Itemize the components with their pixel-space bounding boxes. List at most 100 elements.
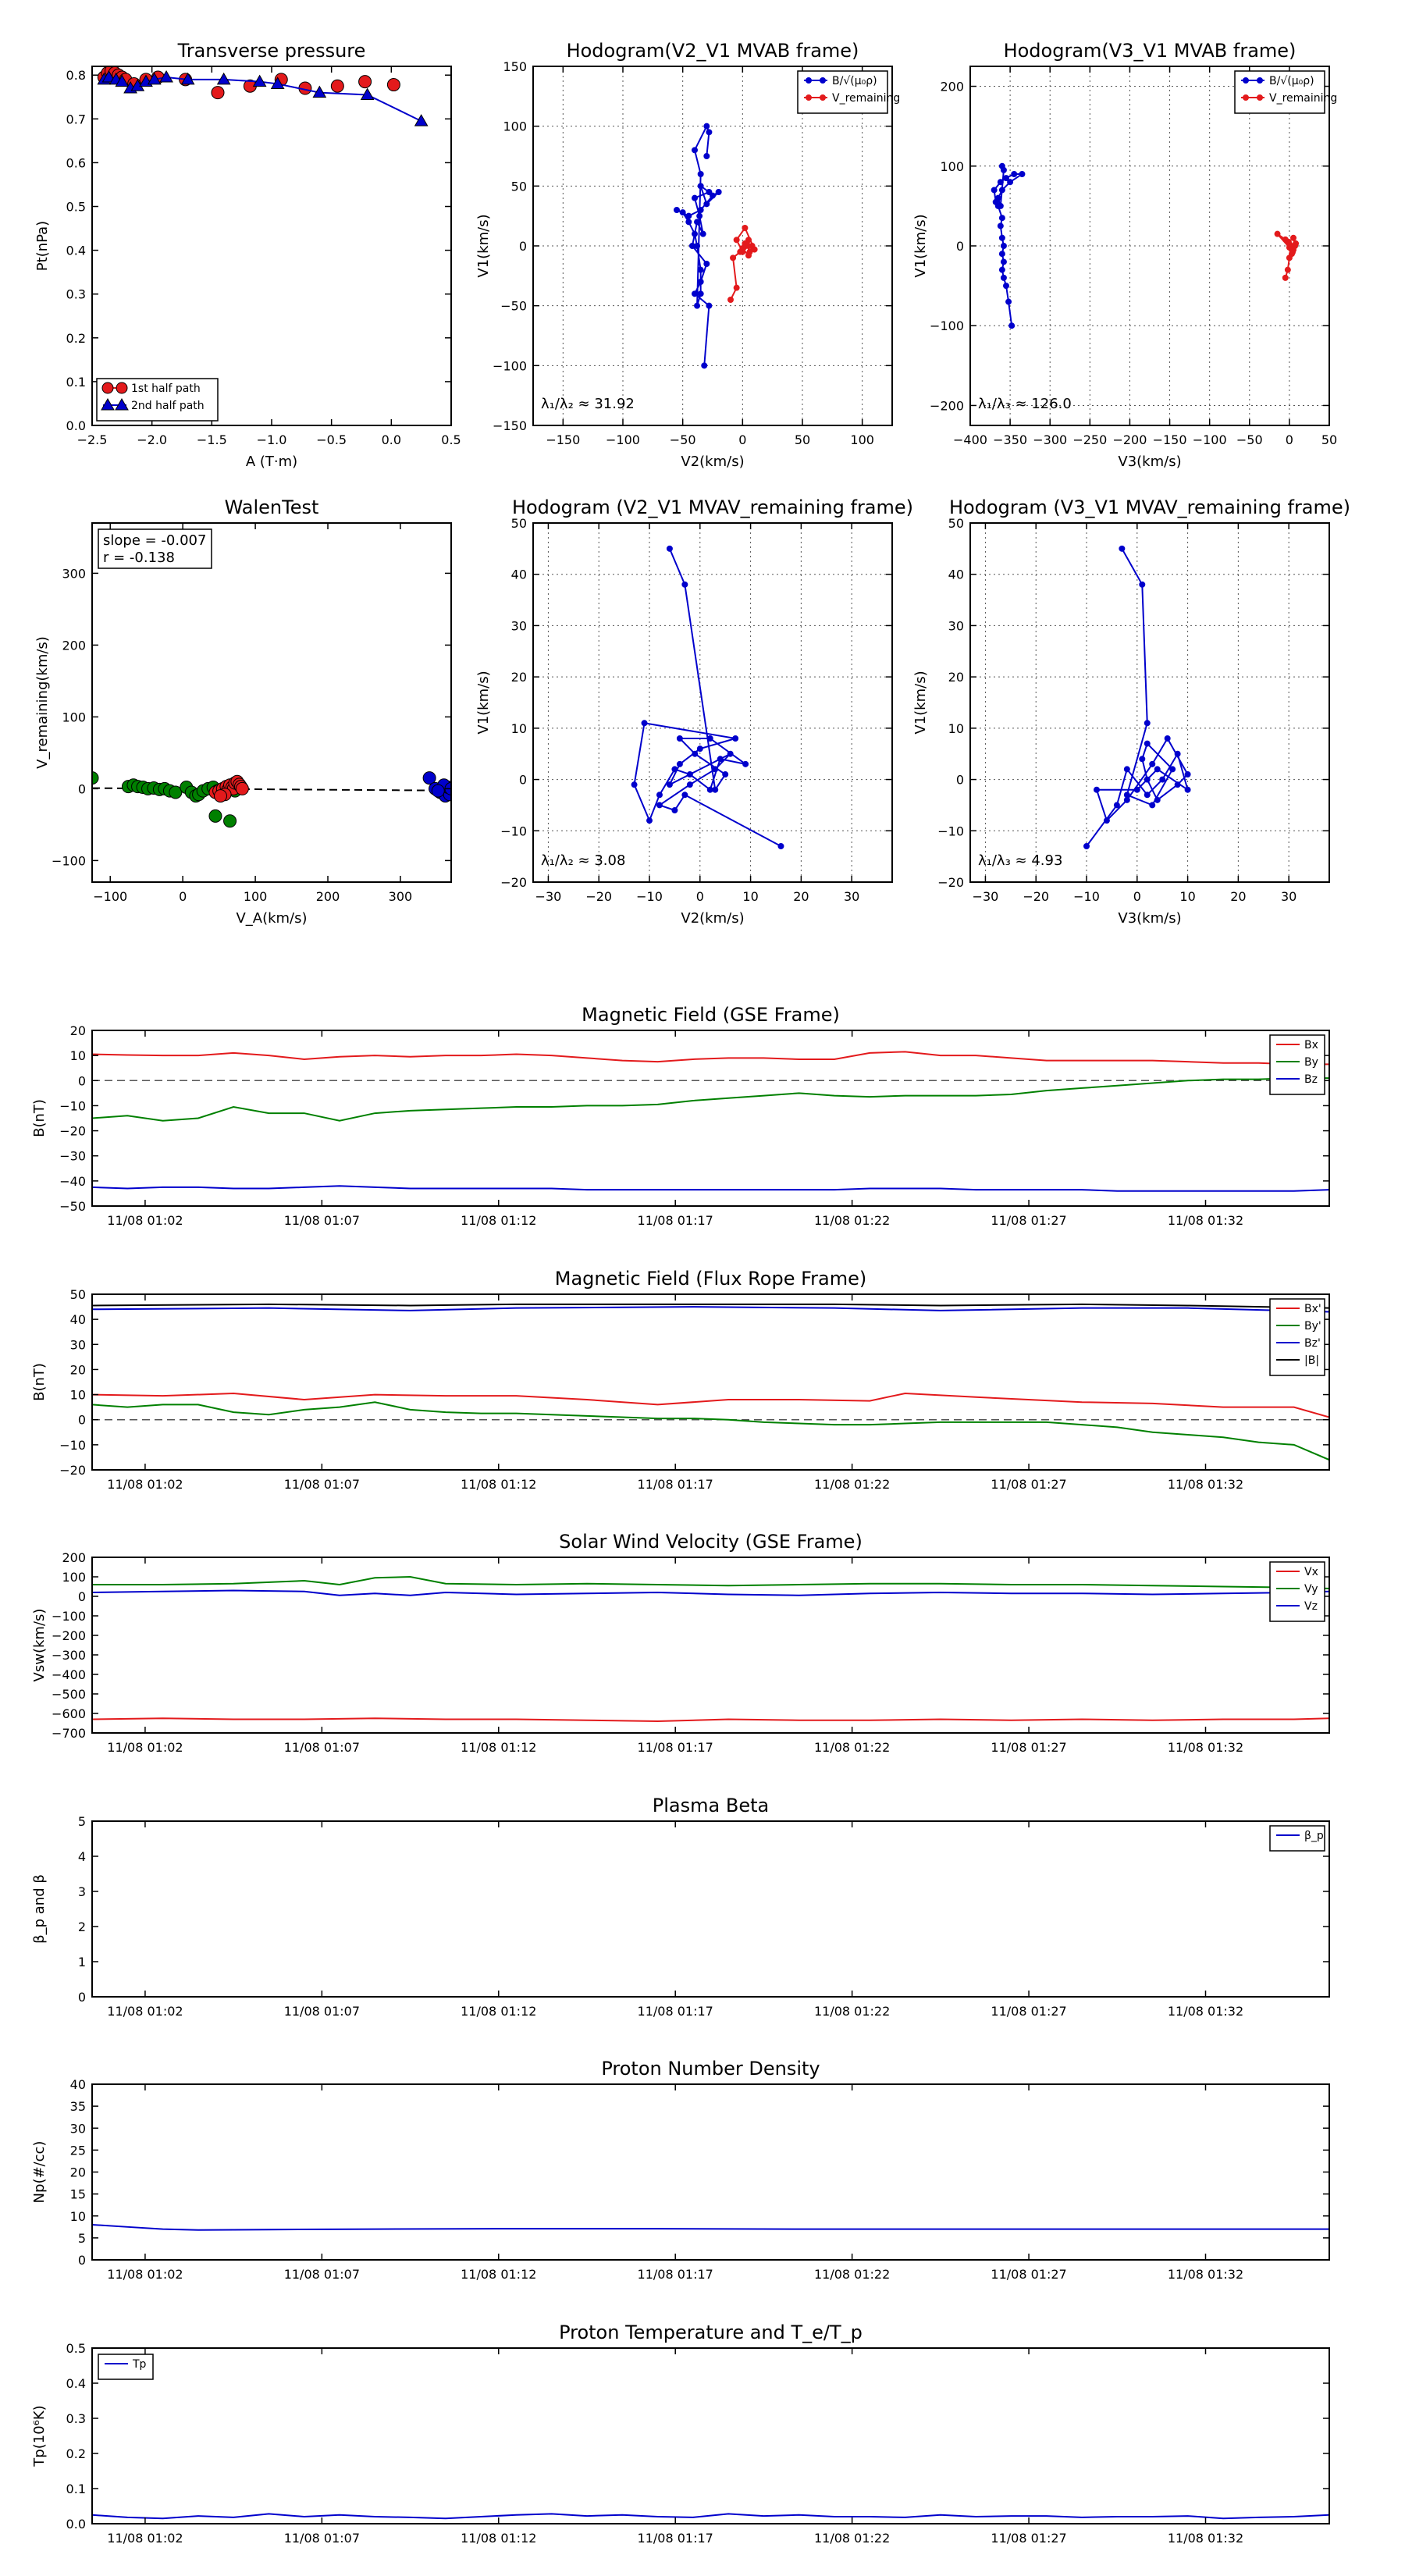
hodogram-v2v1-mvav-title: Hodogram (V2_V1 MVAV_remaining frame): [512, 496, 913, 518]
hodogram-v3v1-mvav-series-0-point: [1169, 766, 1176, 773]
hodogram-v3v1-mvab-eigen-ratio: λ₁/λ₃ ≈ 126.0: [978, 396, 1072, 412]
solar-wind-velocity-y-label: Vsw(km/s): [31, 1609, 48, 1682]
hodogram-v2v1-mvab-series-0-point: [706, 129, 713, 136]
hodogram-v2v1-mvav-eigen-ratio: λ₁/λ₂ ≈ 3.08: [541, 852, 625, 869]
y-tick-label: 0.7: [66, 112, 86, 126]
magnetic-field-flux-rope-series-2-line: [92, 1306, 1329, 1313]
transverse-pressure-title: Transverse pressure: [177, 40, 366, 62]
x-tick-label: 20: [1230, 889, 1246, 904]
magnetic-field-flux-rope-title: Magnetic Field (Flux Rope Frame): [555, 1268, 866, 1290]
x-tick-label: 11/08 01:12: [461, 2004, 536, 2019]
hodogram-v2v1-mvav-series-0-point: [666, 781, 673, 788]
y-tick-label: 40: [948, 568, 964, 582]
y-tick-label: 15: [70, 2187, 86, 2202]
x-tick-label: 30: [844, 889, 859, 904]
y-tick-label: 0.2: [66, 2446, 86, 2461]
legend-label: By: [1304, 1056, 1318, 1069]
walen-test-series-0-point: [169, 785, 183, 799]
x-tick-label: 11/08 01:17: [638, 2004, 713, 2019]
y-tick-label: 50: [70, 1287, 86, 1302]
hodogram-v2v1-mvav-series-0-point: [681, 581, 688, 588]
y-tick-label: 200: [940, 80, 964, 94]
x-tick-label: 11/08 01:02: [107, 1740, 183, 1755]
transverse-pressure-series-1-point: [115, 74, 130, 87]
magnetic-field-flux-rope-series-1-line: [92, 1401, 1329, 1461]
transverse-pressure-series-1-point: [147, 72, 162, 85]
x-tick-label: 11/08 01:07: [284, 2531, 360, 2546]
hodogram-v2v1-mvab-series-0-point: [703, 201, 710, 208]
magnetic-field-gse-chart: Magnetic Field (GSE Frame) 11/08 01:02 11/…: [31, 1004, 1330, 1228]
hodogram-v2v1-mvab-series-0-point: [692, 147, 698, 154]
magnetic-field-gse-series-0-line: [92, 1051, 1329, 1066]
y-tick-label: 10: [948, 721, 964, 736]
y-tick-label: 0: [78, 1990, 86, 2005]
x-tick-label: −1.5: [197, 432, 227, 447]
walen-test-series-0-point: [223, 814, 237, 828]
hodogram-v2v1-mvab-series-0-point: [697, 207, 704, 213]
hodogram-v3v1-mvav-series-0-point: [1149, 802, 1156, 809]
proton-temperature-series-0-line: [92, 2513, 1329, 2520]
x-tick-label: 50: [1321, 432, 1337, 447]
hodogram-v3v1-mvab-series-0-point: [1007, 179, 1014, 186]
hodogram-v2v1-mvav-series-0-point: [676, 735, 683, 742]
hodogram-v2v1-mvab-series-0-point: [710, 192, 716, 199]
x-tick-label: −20: [1023, 889, 1049, 904]
hodogram-v2v1-mvab-series-1-point: [733, 284, 740, 291]
y-tick-label: 0.1: [66, 2482, 86, 2496]
hodogram-v3v1-mvav-series-0-point: [1139, 756, 1146, 763]
x-tick-label: 11/08 01:12: [461, 2267, 536, 2282]
y-tick-label: −20: [500, 875, 527, 890]
solar-wind-velocity-chart: Solar Wind Velocity (GSE Frame) 11/08 01:…: [31, 1531, 1330, 1755]
x-tick-label: 0.0: [382, 432, 401, 447]
y-tick-label: −10: [59, 1098, 86, 1113]
hodogram-v2v1-mvav-series-0-point: [722, 771, 729, 777]
legend-label: B/√(μ₀ρ): [832, 75, 877, 87]
proton-temperature-frame: [91, 2347, 1330, 2524]
y-tick-label: −50: [500, 299, 527, 314]
y-tick-label: 150: [503, 59, 527, 74]
hodogram-v2v1-mvab-series-0-point: [697, 290, 704, 297]
y-tick-label: 100: [940, 159, 964, 174]
y-tick-label: 40: [70, 1312, 86, 1327]
hodogram-v2v1-mvab-series-1-point: [751, 246, 758, 253]
hodogram-v3v1-mvab-series-0-point: [1011, 171, 1018, 177]
x-tick-label: −30: [535, 889, 562, 904]
hodogram-v2v1-mvav-series-0-point: [656, 802, 663, 809]
x-tick-label: 11/08 01:27: [991, 1213, 1066, 1228]
y-tick-label: 10: [70, 2209, 86, 2224]
x-tick-label: 11/08 01:07: [284, 1740, 360, 1755]
magnetic-field-flux-rope-series-0-line: [92, 1392, 1329, 1418]
hodogram-v2v1-mvab-series-0-point: [692, 290, 698, 297]
hodogram-v3v1-mvav-series-0-point: [1159, 776, 1166, 783]
transverse-pressure-series-1-point: [101, 70, 116, 83]
hodogram-v3v1-mvav-chart: Hodogram (V3_V1 MVAV_remaining frame) −30…: [912, 496, 1350, 927]
y-tick-label: −700: [52, 1726, 86, 1741]
y-tick-label: −100: [52, 1609, 86, 1624]
y-tick-label: 0.3: [66, 2411, 86, 2426]
transverse-pressure-series-1-point: [312, 85, 327, 98]
y-tick-label: −10: [500, 824, 527, 838]
y-tick-label: 20: [70, 1023, 86, 1038]
hodogram-v2v1-mvab-series-0-point: [694, 243, 701, 249]
hodogram-v3v1-mvav-series-0-point: [1164, 735, 1171, 742]
hodogram-v2v1-mvab-series-1-point: [739, 248, 746, 255]
x-tick-label: 11/08 01:02: [107, 1477, 183, 1492]
legend-label: V_remaining: [1269, 92, 1337, 105]
hodogram-v3v1-mvab-series-1-point: [1282, 274, 1289, 281]
hodogram-v2v1-mvab-series-0-point: [697, 171, 704, 177]
y-tick-label: −150: [493, 418, 527, 433]
x-tick-label: 100: [850, 432, 874, 447]
x-tick-label: −250: [1072, 432, 1107, 447]
hodogram-v3v1-mvab-plot-area: [991, 162, 1300, 329]
walen-test-series-1-point: [235, 781, 249, 795]
y-tick-label: 20: [70, 1362, 86, 1377]
y-tick-label: 100: [503, 119, 527, 134]
solar-wind-velocity-series-1-line: [92, 1575, 1329, 1589]
hodogram-v2v1-mvav-series-0-point: [641, 720, 648, 727]
hodogram-v3v1-mvav-x-label: V3(km/s): [1118, 910, 1181, 927]
x-tick-label: 11/08 01:02: [107, 2267, 183, 2282]
hodogram-v3v1-mvab-series-0-point: [997, 222, 1004, 229]
y-tick-label: −100: [493, 358, 527, 373]
legend-label: By': [1304, 1320, 1321, 1332]
legend-label: 2nd half path: [131, 400, 205, 412]
